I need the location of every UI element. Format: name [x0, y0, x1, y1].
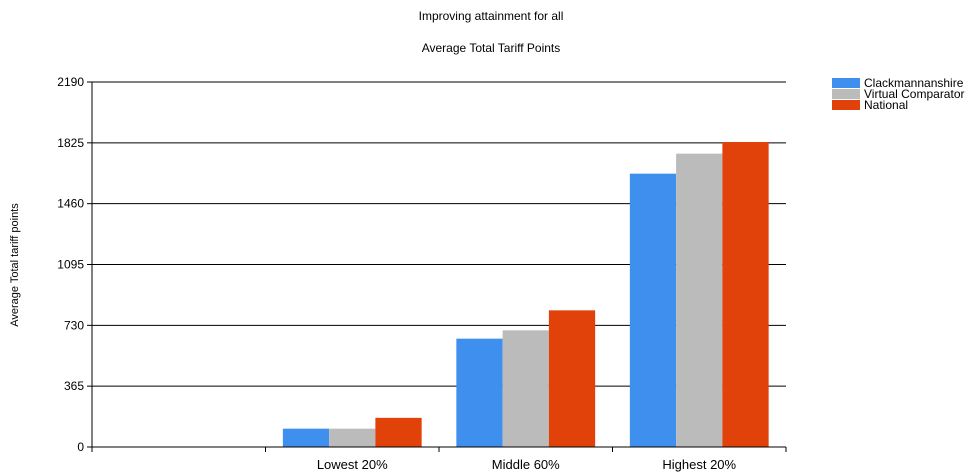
- chart-subtitle: Average Total Tariff Points: [422, 41, 561, 55]
- y-tick-label: 365: [64, 379, 84, 393]
- x-category-label: Highest 20%: [662, 457, 736, 472]
- y-tick-label: 0: [77, 440, 84, 454]
- y-tick-label: 730: [64, 318, 84, 332]
- bar: [630, 174, 676, 447]
- bar: [549, 310, 595, 447]
- y-tick-label: 1460: [57, 197, 84, 211]
- y-tick-label: 1825: [57, 136, 84, 150]
- bar: [375, 418, 421, 447]
- bars: [283, 142, 769, 447]
- x-category-label: Lowest 20%: [317, 457, 388, 472]
- legend-swatch: [832, 78, 860, 88]
- bar: [722, 142, 768, 447]
- bar: [676, 154, 722, 447]
- legend-label: National: [864, 98, 908, 112]
- bar: [456, 339, 502, 447]
- legend-swatch: [832, 89, 860, 99]
- bar: [329, 429, 375, 447]
- x-category-label: Middle 60%: [492, 457, 560, 472]
- y-axis-ticks: 0 365 730 1095 1460 1825 2190: [57, 75, 92, 454]
- chart-title: Improving attainment for all: [419, 9, 564, 23]
- bar: [503, 330, 549, 447]
- y-axis-label: Average Total tariff points: [9, 203, 21, 327]
- y-tick-label: 2190: [57, 75, 84, 89]
- bar: [283, 429, 329, 447]
- legend-swatch: [832, 100, 860, 110]
- y-tick-label: 1095: [57, 258, 84, 272]
